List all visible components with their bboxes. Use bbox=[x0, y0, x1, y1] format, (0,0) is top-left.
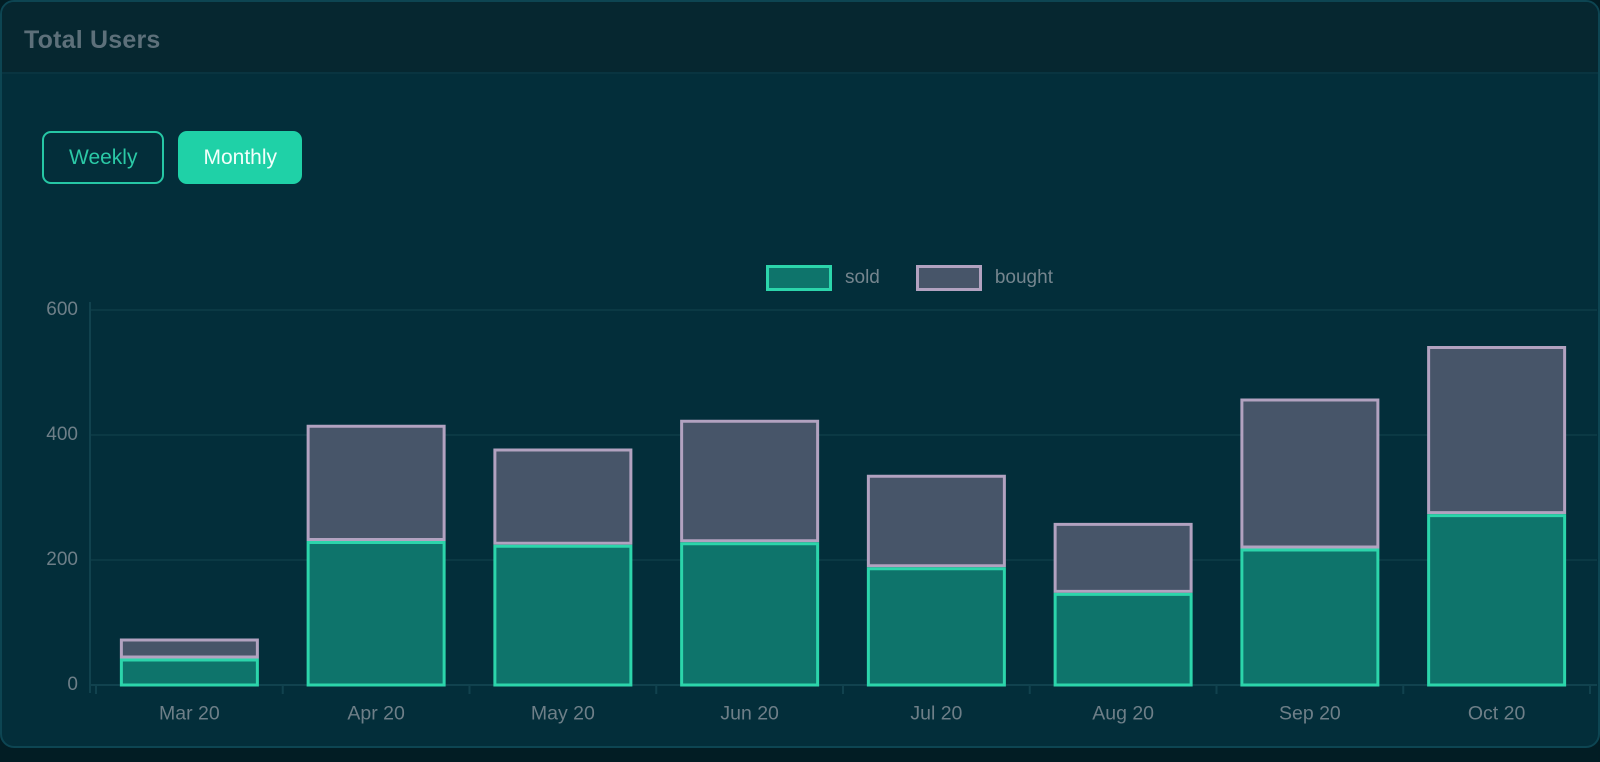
bar-sold-oct-20[interactable] bbox=[1427, 514, 1567, 687]
bar-sold-jun-20[interactable] bbox=[680, 542, 820, 687]
page-title: Total Users bbox=[24, 26, 161, 54]
x-tick-label: Aug 20 bbox=[1092, 703, 1154, 725]
period-toggle: Weekly Monthly bbox=[42, 131, 302, 184]
bar-bought-jun-20[interactable] bbox=[680, 419, 820, 543]
stacked-bar-chart: 0 200 400 600 Mar 20 Apr 20 May 20 Jun 20 Jul 20… bbox=[46, 299, 1597, 725]
bar-bought-jul-20[interactable] bbox=[866, 474, 1006, 568]
bar-bought-may-20[interactable] bbox=[493, 448, 633, 545]
bar-bought-sep-20[interactable] bbox=[1240, 398, 1380, 549]
chart-legend: sold bought bbox=[766, 265, 1053, 291]
y-tick-label: 0 bbox=[67, 674, 78, 695]
x-tick-label: Sep 20 bbox=[1279, 703, 1341, 725]
x-tick-label: Mar 20 bbox=[159, 703, 220, 725]
monthly-button[interactable]: Monthly bbox=[178, 131, 302, 184]
x-tick-label: Jul 20 bbox=[910, 703, 962, 725]
legend-label-bought: bought bbox=[994, 267, 1053, 288]
bar-sold-sep-20[interactable] bbox=[1240, 548, 1380, 687]
bar-sold-jul-20[interactable] bbox=[866, 567, 1006, 687]
bar-bought-aug-20[interactable] bbox=[1053, 522, 1193, 593]
legend-item-sold[interactable]: sold bbox=[766, 265, 880, 291]
bar-bought-apr-20[interactable] bbox=[306, 424, 446, 541]
bar-sold-apr-20[interactable] bbox=[306, 541, 446, 687]
legend-item-bought[interactable]: bought bbox=[915, 265, 1053, 291]
legend-label-sold: sold bbox=[845, 267, 880, 288]
bar-bought-mar-20[interactable] bbox=[119, 638, 259, 659]
y-tick-label: 400 bbox=[46, 424, 78, 445]
weekly-button[interactable]: Weekly bbox=[42, 131, 165, 184]
bar-bought-oct-20[interactable] bbox=[1427, 346, 1567, 515]
y-tick-label: 200 bbox=[46, 549, 78, 570]
bar-sold-aug-20[interactable] bbox=[1053, 592, 1193, 687]
bar-sold-mar-20[interactable] bbox=[119, 658, 259, 687]
x-tick-label: Jun 20 bbox=[720, 703, 779, 725]
x-tick-label: May 20 bbox=[531, 703, 595, 725]
legend-swatch-bought-icon bbox=[915, 265, 982, 291]
card-header: Total Users bbox=[2, 2, 1598, 74]
x-tick-label: Oct 20 bbox=[1468, 703, 1526, 725]
bar-sold-may-20[interactable] bbox=[493, 544, 633, 687]
legend-swatch-sold-icon bbox=[766, 265, 832, 291]
y-tick-label: 600 bbox=[46, 299, 78, 320]
x-tick-label: Apr 20 bbox=[347, 703, 405, 725]
